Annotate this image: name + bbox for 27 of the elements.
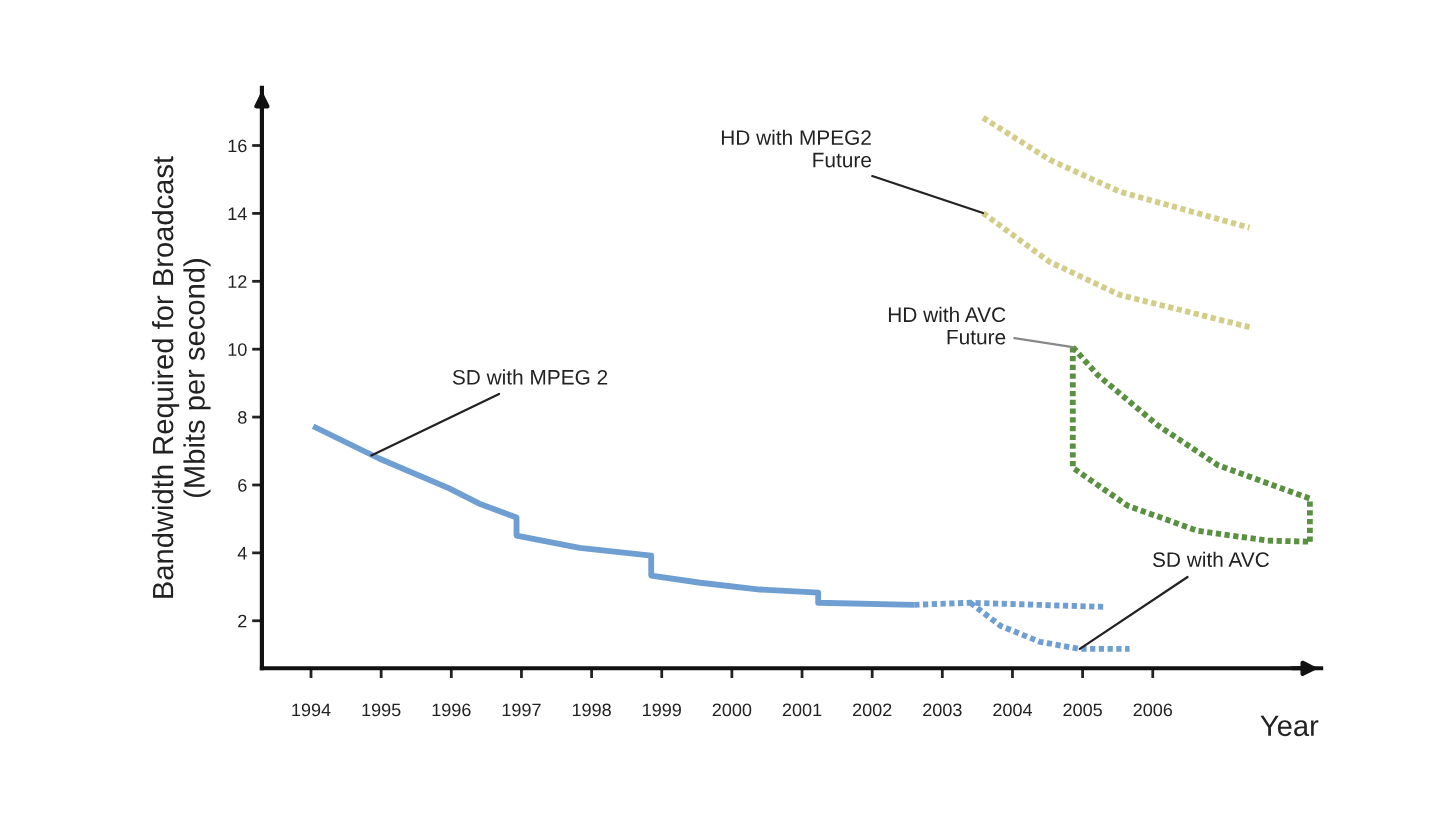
y-tick-label: 4 bbox=[237, 546, 247, 560]
y-axis-title: Bandwidth Required for Broadcast (Mbits per second) bbox=[151, 156, 211, 598]
x-tick-label: 2001 bbox=[782, 703, 822, 717]
x-tick-label: 2002 bbox=[853, 703, 892, 717]
annotation: SD with AVC bbox=[1152, 551, 1269, 568]
y-tick-label: 2 bbox=[238, 614, 247, 628]
y-tick-label: 6 bbox=[238, 478, 247, 492]
x-tick-label: 1995 bbox=[362, 703, 401, 717]
y-tick-label: 12 bbox=[228, 275, 247, 288]
x-tick-label: 1999 bbox=[643, 703, 681, 717]
y-tick-label: 8 bbox=[238, 411, 247, 424]
x-tick-label: 2003 bbox=[923, 703, 962, 717]
y-tick-label: 14 bbox=[228, 207, 247, 220]
x-tick-label: 1996 bbox=[432, 703, 471, 717]
annotation: HD with AVC Future bbox=[888, 306, 1006, 345]
x-tick-label: 2005 bbox=[1063, 703, 1102, 717]
annotation: HD with MPEG2 Future bbox=[721, 129, 871, 168]
y-tick-label: 16 bbox=[228, 139, 247, 153]
x-axis-title: Year bbox=[1260, 715, 1319, 737]
x-tick-label: 1998 bbox=[572, 703, 611, 717]
x-tick-label: 2004 bbox=[993, 703, 1033, 717]
y-tick-label: 10 bbox=[228, 343, 247, 356]
x-tick-label: 1994 bbox=[292, 703, 331, 717]
x-tick-label: 1997 bbox=[502, 703, 541, 717]
x-tick-label: 2000 bbox=[712, 703, 752, 717]
annotation: SD with MPEG 2 bbox=[452, 369, 608, 385]
x-tick-label: 2006 bbox=[1133, 703, 1173, 717]
